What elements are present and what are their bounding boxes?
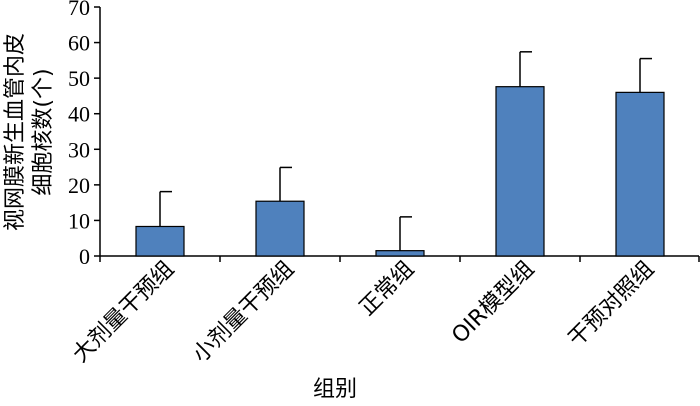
- y-tick-label: 10: [68, 208, 90, 233]
- y-tick-label: 0: [79, 244, 90, 269]
- y-axis-title-line-2: 细胞核数(个): [31, 68, 56, 195]
- x-category-label: 干预对照组: [564, 257, 659, 352]
- y-tick-label: 30: [68, 137, 90, 162]
- y-axis-title-line-1: 视网膜新生血管内皮: [3, 33, 28, 231]
- y-tick-label: 50: [68, 66, 90, 91]
- x-category-label: OIR模型组: [447, 257, 539, 349]
- bar: [255, 200, 305, 257]
- bar: [615, 91, 665, 257]
- x-category-label: 正常组: [355, 257, 419, 321]
- y-axis-title: 视网膜新生血管内皮 细胞核数(个): [3, 33, 56, 231]
- y-tick-label: 20: [68, 173, 90, 198]
- error-bars-group: [159, 51, 652, 251]
- x-axis-title: 组别: [313, 377, 357, 402]
- y-tick-label: 70: [68, 0, 90, 20]
- y-tick-label: 40: [68, 102, 90, 127]
- bar: [135, 225, 185, 257]
- y-tick-label: 60: [68, 31, 90, 56]
- x-category-label: 小剂量干预组: [188, 257, 299, 368]
- x-category-label: 大剂量干预组: [68, 257, 179, 368]
- y-axis: 0 10 20 30 40 50 60 70: [68, 0, 101, 269]
- bars-group: [135, 86, 665, 257]
- bar: [495, 86, 545, 257]
- bar: [375, 250, 425, 257]
- category-labels: 大剂量干预组 小剂量干预组 正常组 OIR模型组 干预对照组: [68, 257, 659, 368]
